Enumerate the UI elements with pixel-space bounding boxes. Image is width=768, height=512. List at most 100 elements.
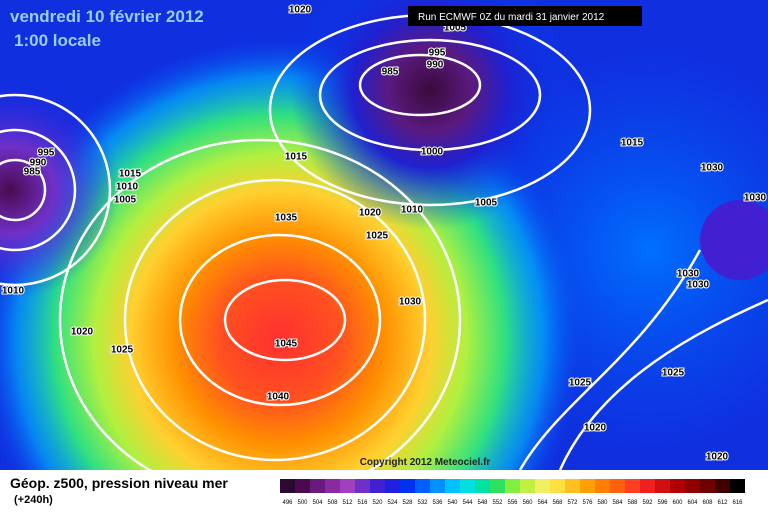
- scale-swatch: [730, 479, 745, 493]
- isobar-label: 1015: [119, 169, 142, 180]
- scale-swatch: [535, 479, 550, 493]
- isobar-label: 1045: [275, 339, 298, 350]
- isobar-label: 1020: [584, 423, 607, 434]
- isobar-label: 1035: [275, 213, 298, 224]
- scale-label: 592: [642, 500, 653, 506]
- scale-label: 532: [417, 500, 428, 506]
- isobar-label: 1020: [359, 208, 382, 219]
- isobar-label: 1005: [475, 198, 498, 209]
- isobar-label: 1025: [111, 345, 134, 356]
- isobar-label: 1025: [366, 231, 389, 242]
- scale-label: 540: [447, 500, 458, 506]
- run-box: [408, 6, 642, 26]
- scale-label: 612: [717, 500, 728, 506]
- scale-label: 588: [627, 500, 638, 506]
- isobar-label: 1030: [399, 297, 422, 308]
- scale-label: 536: [432, 500, 443, 506]
- scale-label: 524: [387, 500, 398, 506]
- scale-label: 520: [372, 500, 383, 506]
- scale-label: 572: [567, 500, 578, 506]
- isobar-label: 985: [24, 167, 41, 178]
- scale-swatch: [505, 479, 520, 493]
- scale-swatch: [685, 479, 700, 493]
- scale-swatch: [700, 479, 715, 493]
- scale-swatch: [625, 479, 640, 493]
- isobar-label: 985: [382, 67, 399, 78]
- scale-swatch: [445, 479, 460, 493]
- scale-swatch: [550, 479, 565, 493]
- scale-label: 516: [357, 500, 368, 506]
- isobar-label: 1030: [687, 280, 710, 291]
- isobar-label: 1030: [677, 269, 700, 280]
- scale-swatch: [715, 479, 730, 493]
- scale-swatch: [490, 479, 505, 493]
- scale-label: 504: [312, 500, 323, 506]
- isobar-label: 1040: [267, 392, 290, 403]
- scale-label: 556: [507, 500, 518, 506]
- scale-label: 500: [297, 500, 308, 506]
- color-scale: 496 500 504 508 512 516 520 524 528 532 536 540 544 5…: [280, 479, 745, 506]
- scale-label: 580: [597, 500, 608, 506]
- scale-swatch: [415, 479, 430, 493]
- isobar-label: 1025: [569, 378, 592, 389]
- scale-swatch: [655, 479, 670, 493]
- legend-title: Géop. z500, pression niveau mer: [10, 475, 228, 491]
- scale-label: 508: [327, 500, 338, 506]
- scale-label: 560: [522, 500, 533, 506]
- scale-label: 544: [462, 500, 473, 506]
- isobar-label: 1005: [114, 195, 137, 206]
- isobar-label: 995: [38, 148, 55, 159]
- isobar-label: 1010: [116, 182, 139, 193]
- scale-swatch: [580, 479, 595, 493]
- scale-swatch: [640, 479, 655, 493]
- scale-swatch: [610, 479, 625, 493]
- scale-swatch: [370, 479, 385, 493]
- legend-lead: (+240h): [14, 494, 53, 506]
- isobar-labels: 1020100599599098510001015101510301030102…: [1, 4, 768, 464]
- scale-swatch: [295, 479, 310, 493]
- map-date: vendredi 10 février 2012: [10, 7, 204, 26]
- scale-swatch: [385, 479, 400, 493]
- scale-swatch: [430, 479, 445, 493]
- scale-swatch: [475, 479, 490, 493]
- scale-label: 584: [612, 500, 623, 506]
- scale-swatch: [520, 479, 535, 493]
- copyright: Copyright 2012 Meteociel.fr: [360, 457, 491, 468]
- isobar-label: 990: [427, 60, 444, 71]
- run-label: Run ECMWF 0Z du mardi 31 janvier 2012: [418, 12, 605, 23]
- scale-label: 512: [342, 500, 353, 506]
- isobar-label: 1030: [744, 193, 767, 204]
- scale-label: 616: [732, 500, 743, 506]
- scale-swatch: [670, 479, 685, 493]
- isobar-label: 995: [429, 48, 446, 59]
- scale-swatch: [310, 479, 325, 493]
- scale-label: 564: [537, 500, 548, 506]
- isobar-label: 1020: [71, 327, 94, 338]
- isobar-label: 990: [30, 158, 47, 169]
- isobar-label: 1030: [701, 163, 724, 174]
- scale-label: 608: [702, 500, 713, 506]
- scale-label: 596: [657, 500, 668, 506]
- isobar-label: 1000: [421, 147, 444, 158]
- field: [700, 200, 768, 280]
- scale-swatch: [280, 479, 295, 493]
- scale-swatch: [340, 479, 355, 493]
- scale-swatch: [325, 479, 340, 493]
- isobar-label: 1020: [706, 452, 729, 463]
- scale-swatch: [595, 479, 610, 493]
- scale-swatch: [400, 479, 415, 493]
- scale-label: 552: [492, 500, 503, 506]
- isobar-label: 1025: [662, 368, 685, 379]
- scale-label: 496: [282, 500, 293, 506]
- scale-label: 576: [582, 500, 593, 506]
- scale-label: 604: [687, 500, 698, 506]
- isobar-label: 1020: [289, 5, 312, 16]
- scale-label: 548: [477, 500, 488, 506]
- scale-label: 568: [552, 500, 563, 506]
- scale-swatch: [460, 479, 475, 493]
- field: [0, 0, 768, 470]
- isobar-label: 1010: [2, 286, 25, 297]
- isobar-label: 1015: [621, 138, 644, 149]
- scale-label: 600: [672, 500, 683, 506]
